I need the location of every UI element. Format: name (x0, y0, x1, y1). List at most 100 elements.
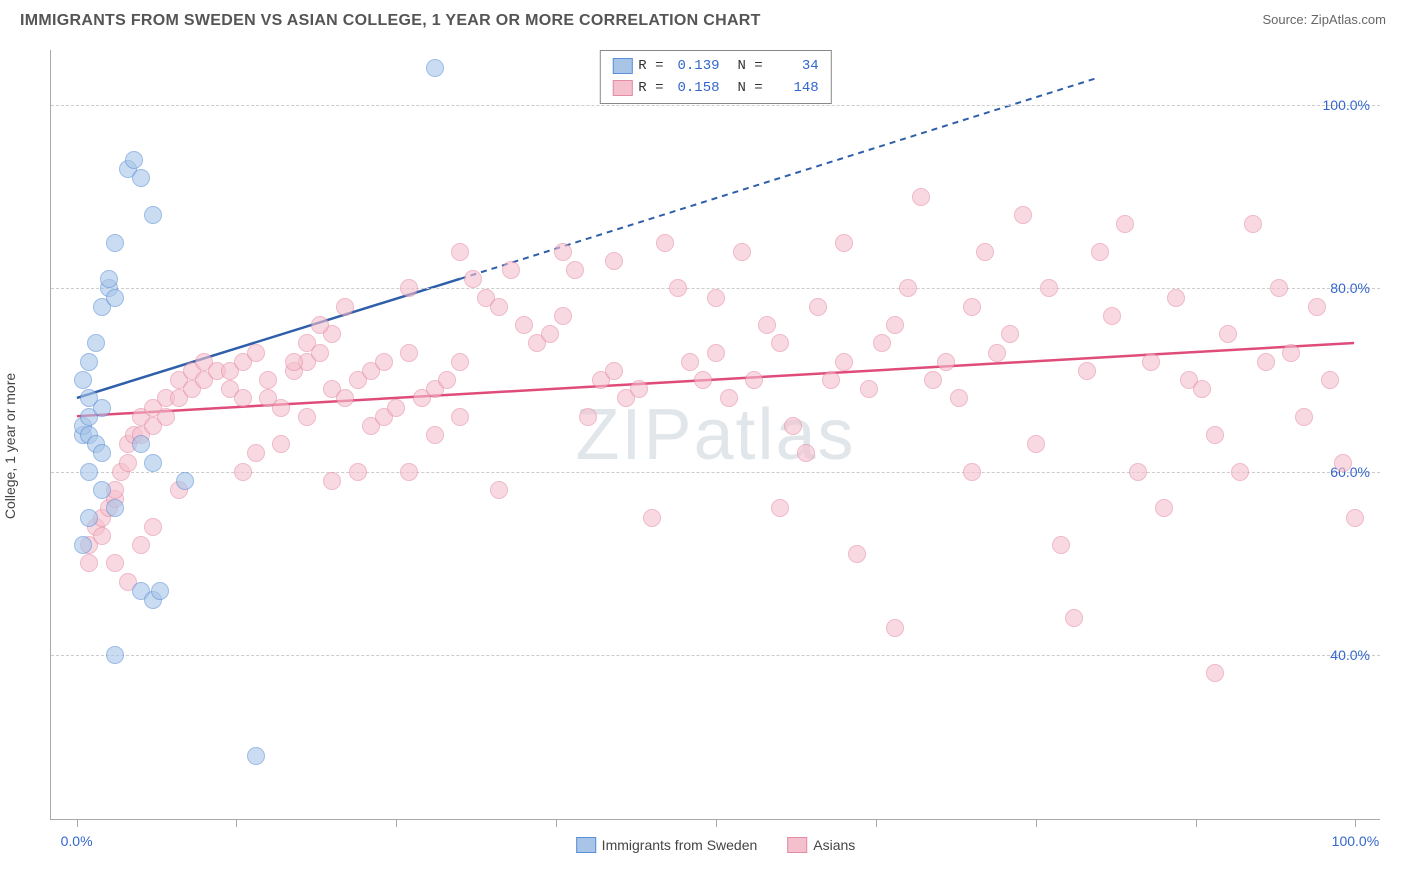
scatter-point (132, 169, 150, 187)
scatter-point (1027, 435, 1045, 453)
scatter-point (771, 499, 789, 517)
scatter-point (311, 344, 329, 362)
scatter-point (336, 389, 354, 407)
scatter-point (311, 316, 329, 334)
x-tick (1196, 819, 1197, 827)
scatter-point (1155, 499, 1173, 517)
scatter-point (298, 408, 316, 426)
scatter-point (106, 499, 124, 517)
scatter-point (579, 408, 597, 426)
scatter-point (1206, 426, 1224, 444)
scatter-point (106, 289, 124, 307)
scatter-point (387, 399, 405, 417)
legend-label: Immigrants from Sweden (602, 837, 758, 853)
scatter-point (758, 316, 776, 334)
scatter-point (234, 389, 252, 407)
scatter-point (234, 463, 252, 481)
scatter-point (106, 234, 124, 252)
legend-item: Immigrants from Sweden (576, 837, 758, 853)
scatter-point (886, 619, 904, 637)
legend-bottom: Immigrants from Sweden Asians (576, 837, 856, 853)
scatter-point (1193, 380, 1211, 398)
scatter-point (106, 646, 124, 664)
source-label: Source: ZipAtlas.com (1262, 12, 1386, 27)
x-tick (556, 819, 557, 827)
scatter-point (426, 59, 444, 77)
scatter-point (451, 243, 469, 261)
scatter-point (125, 151, 143, 169)
scatter-point (119, 454, 137, 472)
scatter-point (144, 206, 162, 224)
scatter-point (924, 371, 942, 389)
scatter-point (490, 298, 508, 316)
scatter-point (1065, 609, 1083, 627)
scatter-point (809, 298, 827, 316)
scatter-point (247, 344, 265, 362)
scatter-point (1167, 289, 1185, 307)
scatter-point (656, 234, 674, 252)
scatter-point (681, 353, 699, 371)
scatter-point (1040, 279, 1058, 297)
scatter-point (566, 261, 584, 279)
scatter-point (835, 353, 853, 371)
scatter-point (771, 334, 789, 352)
scatter-point (93, 527, 111, 545)
legend-item: Asians (787, 837, 855, 853)
scatter-point (643, 509, 661, 527)
scatter-point (1321, 371, 1339, 389)
scatter-point (733, 243, 751, 261)
scatter-point (899, 279, 917, 297)
scatter-point (80, 509, 98, 527)
scatter-point (848, 545, 866, 563)
scatter-point (74, 536, 92, 554)
scatter-point (1346, 509, 1364, 527)
scatter-point (1206, 664, 1224, 682)
gridline-h (51, 655, 1380, 656)
watermark: ZIPatlas (575, 394, 855, 476)
legend-label: Asians (813, 837, 855, 853)
scatter-point (1231, 463, 1249, 481)
legend-swatch (612, 80, 632, 96)
scatter-point (745, 371, 763, 389)
scatter-point (400, 279, 418, 297)
scatter-point (1270, 279, 1288, 297)
legend-swatch (787, 837, 807, 853)
plot-area: ZIPatlas 40.0%60.0%80.0%100.0%0.0%100.0%… (50, 50, 1380, 820)
scatter-point (835, 234, 853, 252)
scatter-point (375, 353, 393, 371)
scatter-point (80, 554, 98, 572)
scatter-point (349, 463, 367, 481)
scatter-point (336, 298, 354, 316)
trend-lines-svg (51, 50, 1380, 819)
header: IMMIGRANTS FROM SWEDEN VS ASIAN COLLEGE,… (0, 0, 1406, 36)
y-tick-label: 100.0% (1323, 97, 1370, 113)
scatter-point (259, 371, 277, 389)
scatter-point (80, 353, 98, 371)
scatter-point (1219, 325, 1237, 343)
scatter-point (541, 325, 559, 343)
x-tick (1355, 819, 1356, 827)
scatter-point (873, 334, 891, 352)
x-tick-label: 100.0% (1332, 833, 1379, 849)
scatter-point (822, 371, 840, 389)
scatter-point (106, 554, 124, 572)
scatter-point (963, 298, 981, 316)
scatter-point (74, 371, 92, 389)
scatter-point (1078, 362, 1096, 380)
scatter-point (1014, 206, 1032, 224)
legend-stats-row: R =0.158 N =148 (612, 77, 818, 99)
scatter-point (950, 389, 968, 407)
scatter-point (451, 353, 469, 371)
scatter-point (151, 582, 169, 600)
scatter-point (937, 353, 955, 371)
y-tick-label: 80.0% (1330, 280, 1370, 296)
scatter-point (400, 344, 418, 362)
scatter-point (976, 243, 994, 261)
scatter-point (132, 536, 150, 554)
gridline-h (51, 105, 1380, 106)
legend-swatch (576, 837, 596, 853)
x-tick (396, 819, 397, 827)
scatter-point (176, 472, 194, 490)
scatter-point (1282, 344, 1300, 362)
scatter-point (784, 417, 802, 435)
